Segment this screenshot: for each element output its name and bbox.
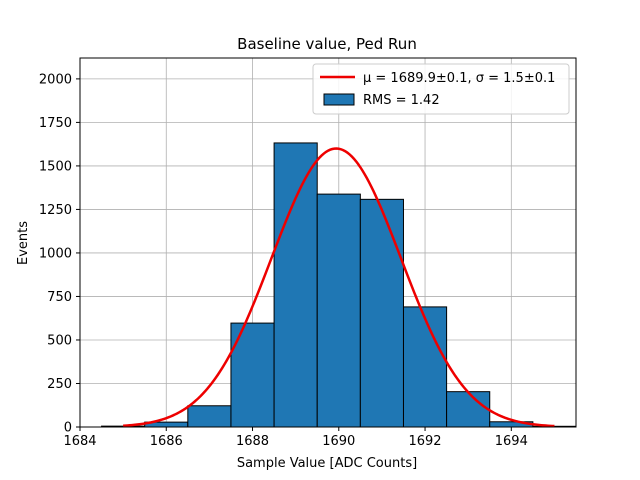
- fit-curve: [123, 147, 555, 428]
- gaussian-fit: [123, 147, 555, 428]
- legend-histogram-swatch: [323, 93, 355, 106]
- y-tick-label: 1750: [39, 116, 72, 131]
- legend: μ = 1689.9±0.1, σ = 1.5±0.1 RMS = 1.42: [312, 63, 570, 115]
- x-tick-label: 1686: [150, 434, 183, 449]
- axis-ticks: 1684 1686 1688 1690 1692 1694 0 250 500 750 1000 12…: [39, 72, 528, 449]
- legend-box: [312, 63, 570, 115]
- histogram-bar: [273, 142, 318, 428]
- y-axis-label: Events: [16, 221, 31, 265]
- chart-title: Baseline value, Ped Run: [237, 35, 417, 53]
- histogram-bar: [316, 193, 361, 428]
- histogram-bar: [446, 391, 491, 428]
- x-axis-label: Sample Value [ADC Counts]: [237, 456, 417, 471]
- y-tick-label: 500: [47, 333, 72, 348]
- histogram-bar: [359, 198, 404, 428]
- x-tick-label: 1690: [322, 434, 355, 449]
- y-tick-label: 2000: [39, 72, 72, 87]
- x-tick-label: 1694: [495, 434, 528, 449]
- y-tick-label: 750: [47, 290, 72, 305]
- axes-frame: [79, 57, 577, 428]
- x-tick-label: 1688: [236, 434, 269, 449]
- legend-fit-label: μ = 1689.9±0.1, σ = 1.5±0.1: [363, 71, 555, 86]
- legend-rms-label: RMS = 1.42: [363, 93, 440, 108]
- histogram-bar: [402, 306, 448, 428]
- y-tick-label: 250: [47, 377, 72, 392]
- x-tick-label: 1692: [408, 434, 441, 449]
- y-tick-label: 1500: [39, 159, 72, 174]
- y-tick-label: 1250: [39, 203, 72, 218]
- y-tick-label: 0: [64, 421, 72, 436]
- x-tick-label: 1684: [63, 434, 96, 449]
- y-tick-label: 1000: [39, 246, 72, 261]
- histogram-bar: [187, 405, 232, 428]
